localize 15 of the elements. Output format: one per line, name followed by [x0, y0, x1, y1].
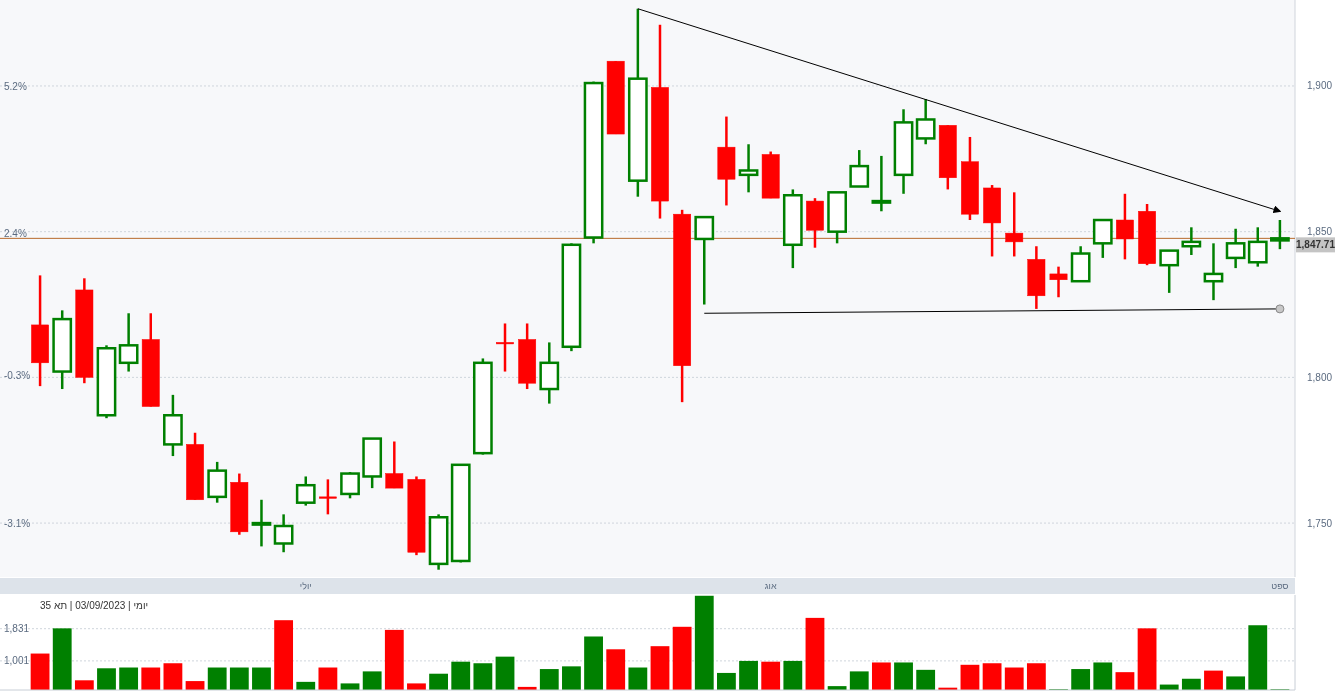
y-tick-label: 1,750	[1307, 517, 1333, 529]
y-tick-label: 1,800	[1307, 371, 1333, 383]
y2-tick-label: -3.1%	[4, 517, 31, 529]
y-tick-label: 1,831	[4, 623, 30, 635]
x-tick-label: יולי	[299, 581, 312, 592]
y-tick-label: 1,900	[1307, 80, 1333, 92]
annotation: יומי | 03/09/2023 | תא 35	[40, 599, 149, 611]
y2-tick-label: 5.2%	[4, 80, 27, 92]
y2-tick-label: -0.3%	[4, 370, 31, 382]
ref-line-label: 1,847.71	[1296, 239, 1335, 251]
y-tick-label: 1,001	[4, 655, 30, 667]
x-tick-label: אוג	[764, 581, 777, 592]
y2-tick-label: 2.4%	[4, 228, 27, 240]
y-tick-label: 1,850	[1307, 226, 1333, 238]
x-tick-label: ספט	[1271, 581, 1289, 592]
